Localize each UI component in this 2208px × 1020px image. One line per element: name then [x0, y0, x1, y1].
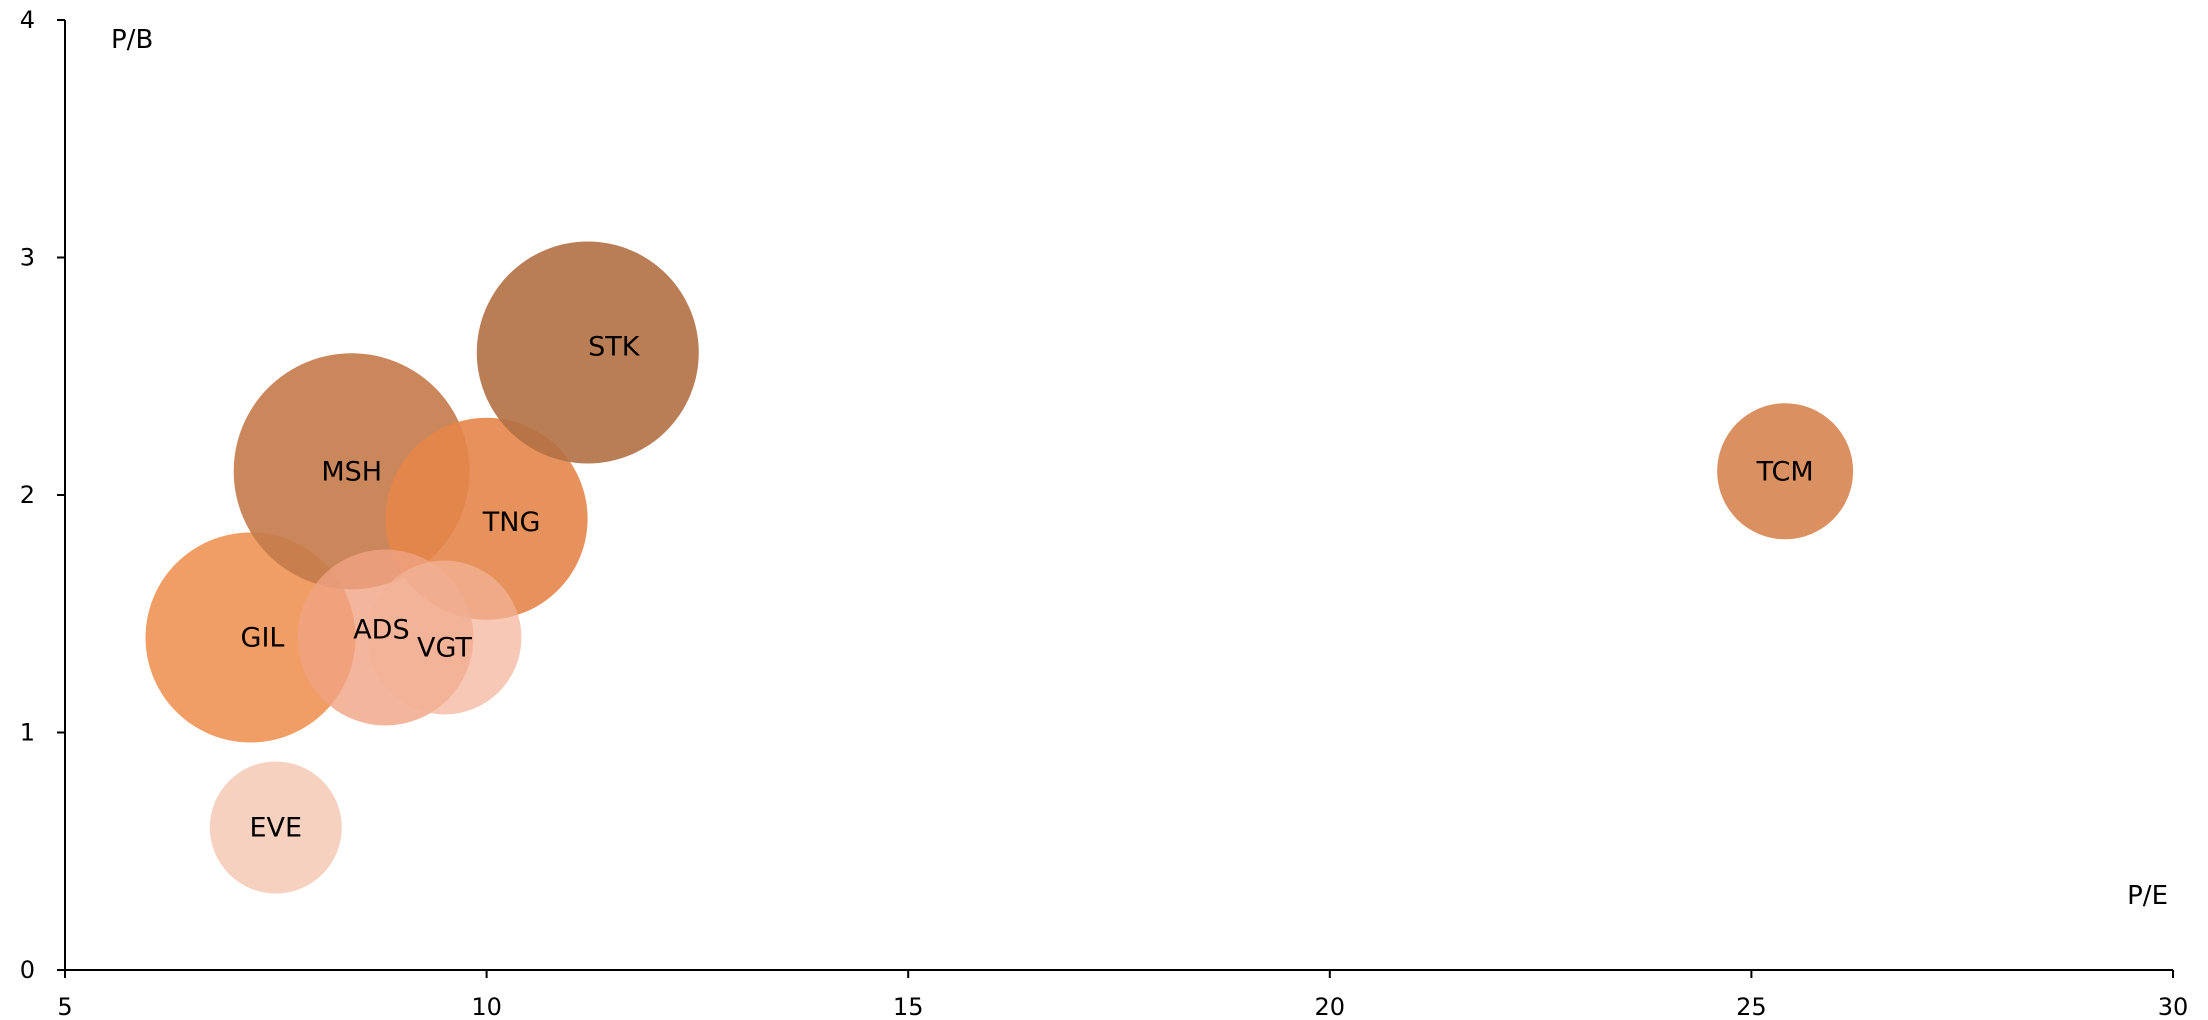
bubble-label-eve: EVE: [250, 813, 303, 844]
x-tick-label: 10: [471, 993, 502, 1020]
bubble-label-gil: GIL: [241, 623, 285, 654]
y-tick-label: 3: [20, 244, 35, 272]
x-axis-title: P/E: [2127, 881, 2168, 911]
x-tick-label: 30: [2158, 993, 2189, 1020]
y-tick-label: 4: [20, 6, 35, 34]
x-tick-label: 5: [57, 993, 72, 1020]
bubble-vgt: [367, 560, 522, 715]
bubble-stk: [476, 241, 699, 464]
y-axis-title: P/B: [111, 25, 153, 55]
bubbles: [145, 241, 1854, 894]
bubble-label-vgt: VGT: [417, 633, 472, 664]
y-tick-label: 1: [20, 719, 35, 747]
bubble-labels: EVE GIL MSH TNG ADS VGT STK TCM: [241, 332, 1814, 844]
y-ticks: 0 1 2 3 4: [20, 6, 65, 984]
bubble-label-stk: STK: [588, 332, 641, 363]
x-ticks: 5 10 15 20 25 30: [57, 970, 2188, 1020]
y-tick-label: 0: [20, 956, 35, 984]
x-tick-label: 20: [1315, 993, 1346, 1020]
y-tick-label: 2: [20, 481, 35, 509]
x-tick-label: 15: [893, 993, 924, 1020]
bubble-gil: [145, 532, 356, 743]
bubble-label-tng: TNG: [482, 507, 541, 538]
bubble-eve: [209, 761, 342, 894]
bubble-label-ads: ADS: [353, 615, 409, 646]
bubble-tcm: [1717, 403, 1854, 540]
x-tick-label: 25: [1736, 993, 1767, 1020]
bubble-label-msh: MSH: [321, 456, 382, 487]
bubble-label-tcm: TCM: [1756, 456, 1814, 487]
